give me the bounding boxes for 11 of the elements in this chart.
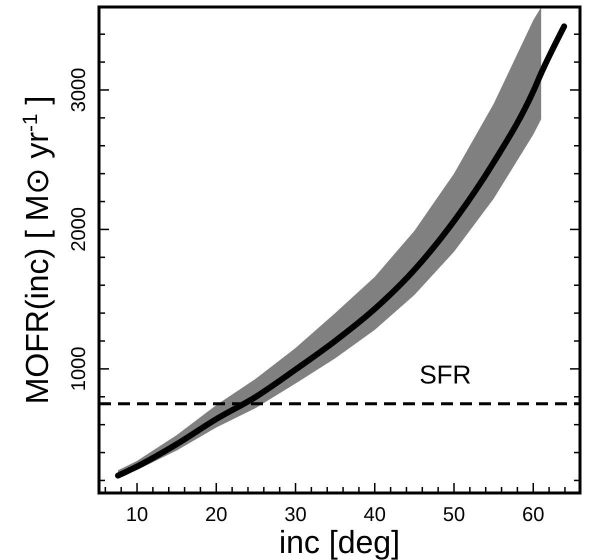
ref-line-label: SFR <box>419 360 472 390</box>
y-tick-label: 3000 <box>68 68 90 112</box>
x-axis-title: inc [deg] <box>279 524 400 560</box>
x-tick-label: 60 <box>522 504 544 526</box>
x-tick-label: 20 <box>205 504 228 526</box>
x-tick-label: 10 <box>126 504 148 526</box>
x-tick-label: 50 <box>442 504 466 526</box>
y-tick-label: 1000 <box>68 346 90 392</box>
y-tick-label: 2000 <box>68 207 90 252</box>
x-tick-label: 40 <box>364 504 386 526</box>
x-tick-label: 30 <box>284 504 307 526</box>
